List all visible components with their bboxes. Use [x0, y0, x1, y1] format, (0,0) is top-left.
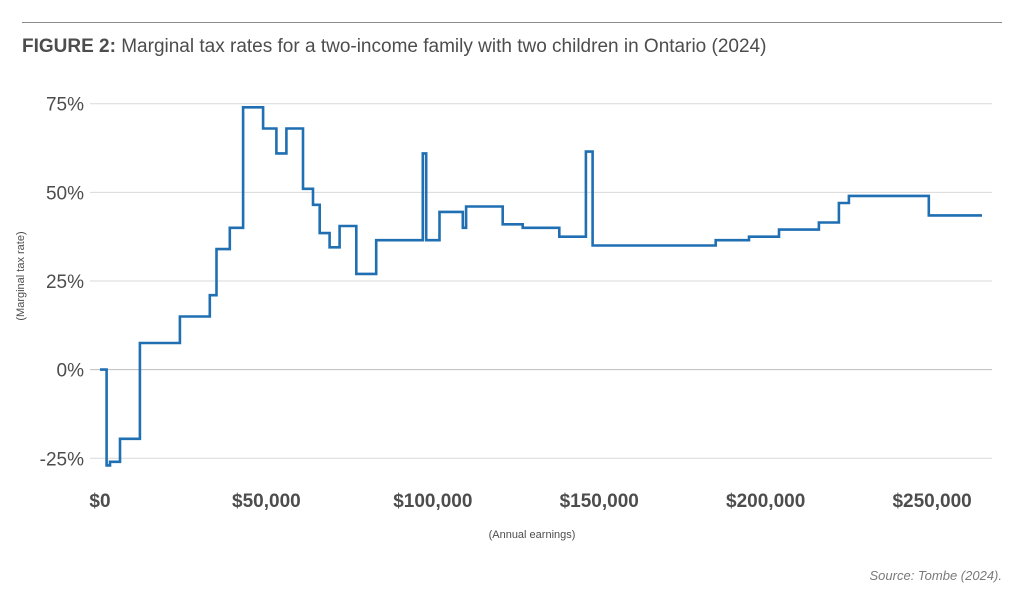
x-tick-label: $250,000 — [892, 491, 971, 512]
x-tick-label: $50,000 — [232, 491, 301, 512]
y-tick-label: 25% — [46, 272, 84, 293]
y-tick-label: 50% — [46, 183, 84, 204]
x-tick-label: $150,000 — [560, 491, 639, 512]
y-tick-labels: 75% 50% 25% 0% -25% — [40, 95, 84, 471]
top-rule — [22, 22, 1002, 23]
x-tick-label: $100,000 — [393, 491, 472, 512]
source-note: Source: Tombe (2024). — [869, 568, 1002, 583]
series-line-marginal-tax-rate — [100, 106, 982, 467]
y-tick-label: 0% — [57, 361, 85, 382]
y-gridlines — [90, 103, 992, 459]
x-axis-label: (Annual earnings) — [489, 529, 576, 541]
y-tick-label: -25% — [40, 449, 84, 470]
figure-title-text: Marginal tax rates for a two-income fami… — [121, 36, 767, 57]
series-layer — [100, 106, 982, 467]
y-tick-label: 75% — [46, 95, 84, 116]
y-axis-label: (Marginal tax rate) — [15, 231, 27, 320]
figure-title: FIGURE 2: Marginal tax rates for a two-i… — [22, 36, 766, 58]
x-tick-labels: $0 $50,000 $100,000 $150,000 $200,000 $250,00… — [89, 491, 971, 512]
x-tick-label: $200,000 — [726, 491, 805, 512]
x-tick-label: $0 — [89, 491, 110, 512]
figure-label: FIGURE 2: — [22, 36, 116, 57]
